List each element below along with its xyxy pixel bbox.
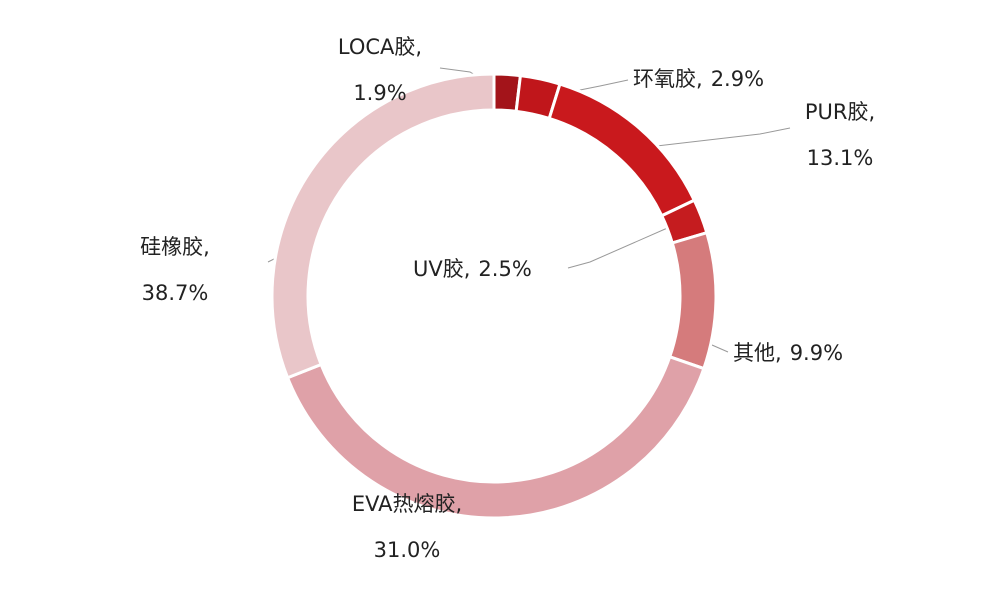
value-label: 1.9% [353, 81, 406, 105]
slice-label: UV胶, [413, 257, 470, 281]
slice-label-group: 其他, 9.9% [733, 341, 843, 365]
slice-label: PUR胶, [805, 100, 875, 124]
donut-slice [270, 72, 496, 380]
slice-label: EVA热熔胶, [352, 492, 462, 516]
donut-slice [667, 230, 718, 371]
slice-label-group: UV胶, 2.5% [413, 257, 532, 281]
slice-label: LOCA胶, [338, 35, 422, 59]
donut-slice [285, 354, 706, 520]
slice-label: 环氧胶, [633, 67, 703, 91]
slice-label: 硅橡胶, [140, 235, 210, 259]
value-label: 9.9% [790, 341, 843, 365]
value-label: 2.9% [711, 67, 764, 91]
slice-label: 其他, [733, 341, 782, 365]
value-label: 2.5% [478, 257, 531, 281]
value-label: 38.7% [142, 281, 209, 305]
value-label: 31.0% [374, 538, 441, 562]
donut-slice [547, 82, 697, 218]
slice-label-group: 环氧胶, 2.9% [633, 67, 764, 91]
leader-line [621, 127, 791, 151]
value-label: 13.1% [807, 146, 874, 170]
leader-line [567, 225, 673, 269]
